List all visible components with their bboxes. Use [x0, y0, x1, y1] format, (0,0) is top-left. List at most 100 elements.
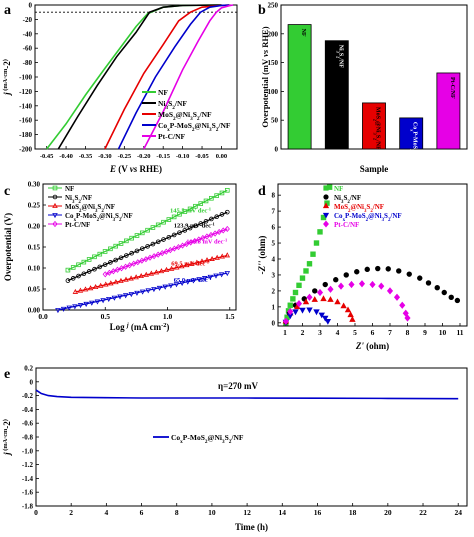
y-axis-label: Overpotential (mV vs RHE): [260, 26, 270, 127]
data-point: [100, 298, 106, 304]
data-point: [133, 274, 139, 280]
text-part: 145.5 mV dec: [170, 208, 207, 215]
overpotential-annotation: η=270 mV: [218, 381, 258, 391]
y-tick-label: 250: [268, 2, 279, 10]
data-point: [151, 287, 157, 293]
data-point: [70, 276, 76, 281]
text-part: S: [375, 135, 381, 139]
data-point: [135, 259, 141, 266]
text-part: 3: [113, 218, 116, 223]
data-point: [134, 233, 140, 238]
text-part: S: [366, 203, 370, 211]
slope-annotation: 145.5 mV dec-1: [170, 206, 212, 215]
fit-line: [105, 228, 228, 275]
text-part: -1: [208, 275, 213, 280]
y-axis-label: j (mA·cm-2): [2, 59, 13, 97]
panel-label: d: [258, 184, 266, 199]
data-point: [348, 280, 355, 289]
data-point: [402, 309, 409, 317]
text-part: S: [193, 110, 197, 119]
data-point: [209, 255, 215, 261]
series-1: [65, 209, 230, 283]
text-part: S: [225, 433, 229, 442]
bar-label: MoS2@Ni3S2/NF: [373, 107, 381, 150]
data-point: [66, 305, 72, 311]
data-point: [156, 285, 163, 291]
data-point: [327, 296, 334, 302]
legend-swatch-marker: [52, 202, 58, 208]
text-part: 3: [382, 218, 385, 223]
text-part: 2: [97, 218, 100, 223]
data-point: [364, 266, 370, 273]
text-part: 2: [229, 439, 232, 445]
bar-0: [287, 24, 312, 150]
data-point: [219, 253, 225, 259]
text-part: Co: [171, 433, 180, 442]
data-point: [209, 195, 214, 201]
data-point: [343, 272, 349, 278]
legend-label: NF: [334, 185, 343, 193]
x-axis-label: Time (h): [235, 522, 268, 532]
text-part: MoS: [334, 203, 348, 211]
data-point: [122, 293, 129, 299]
bar-1: [324, 40, 349, 150]
data-point: [375, 265, 381, 272]
data-point: [214, 254, 220, 260]
y-axis-label: -Z'' (ohm): [257, 236, 267, 275]
y-tick-label: -1.0: [22, 447, 34, 455]
data-point: [76, 273, 81, 279]
y-tick-label: 0.2: [24, 365, 33, 373]
fit-line: [67, 211, 228, 282]
data-point: [86, 257, 92, 262]
data-point: [143, 256, 149, 263]
text-part: MoS: [375, 107, 381, 120]
y-tick-label: 5: [272, 240, 276, 248]
data-point: [333, 277, 339, 283]
y-tick-label: 7: [272, 208, 276, 216]
data-point: [114, 266, 121, 273]
data-point: [213, 273, 219, 279]
data-point: [299, 307, 306, 314]
data-point: [292, 289, 299, 296]
data-point: [72, 304, 78, 310]
text-part: 2: [101, 209, 104, 214]
data-point: [313, 240, 320, 246]
text-part: Overpotential (mV: [260, 57, 270, 128]
text-part: (V: [116, 164, 130, 174]
data-point: [295, 300, 303, 308]
data-point: [396, 268, 402, 274]
panel-b: b050100150200250NFNi3S2/NFMoS2@Ni3S2/NFC…: [258, 2, 468, 180]
bar-2: [362, 102, 386, 150]
data-point: [203, 218, 209, 224]
text-part: -1: [205, 259, 210, 264]
text-part: S: [168, 99, 172, 108]
data-point: [92, 266, 97, 272]
text-part: NF: [158, 88, 168, 97]
text-part: Co: [158, 121, 167, 130]
text-part: Co: [412, 122, 418, 129]
x-axis-label: Z' (ohm): [355, 341, 389, 351]
data-point: [139, 257, 145, 264]
data-point: [150, 241, 156, 247]
data-point: [124, 238, 129, 244]
y-tick-label: 0.15: [28, 244, 41, 252]
x-tick-label: 18: [349, 508, 357, 517]
data-point: [448, 294, 454, 300]
data-point: [187, 206, 193, 212]
text-part: S: [384, 212, 388, 220]
text-part: vs: [260, 49, 270, 57]
panel-label: b: [258, 3, 266, 18]
text-part: (mA·cm: [2, 68, 9, 92]
y-tick-label: 150: [268, 59, 279, 67]
x-tick-label: 8: [175, 508, 179, 517]
data-point: [167, 247, 173, 254]
y-axis-label: Overpotential (V): [3, 213, 13, 281]
y-tick-label: -0.8: [22, 434, 34, 442]
data-point: [168, 283, 174, 289]
data-point: [55, 308, 61, 314]
text-part: MoS: [158, 110, 173, 119]
data-point: [139, 289, 146, 295]
text-part: Pt-C/NF: [158, 132, 185, 141]
bar-4: [436, 72, 461, 150]
data-point: [111, 295, 118, 301]
